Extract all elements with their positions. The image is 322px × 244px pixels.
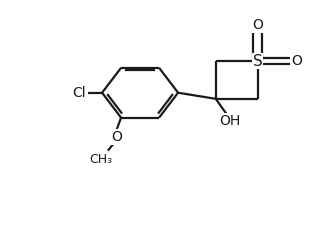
Text: OH: OH: [220, 114, 241, 128]
Text: S: S: [253, 53, 262, 69]
Text: CH₃: CH₃: [89, 153, 112, 166]
Text: O: O: [252, 18, 263, 32]
Text: O: O: [111, 130, 122, 144]
Text: Cl: Cl: [72, 86, 85, 100]
Text: O: O: [291, 54, 302, 68]
